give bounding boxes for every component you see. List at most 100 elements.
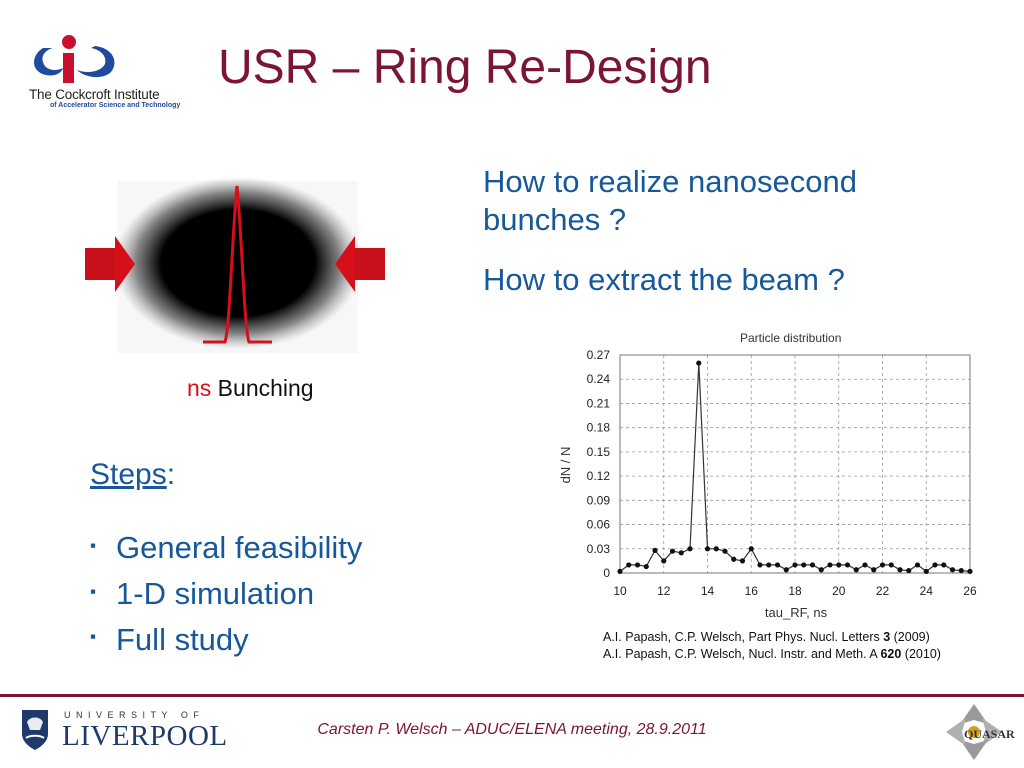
data-point bbox=[967, 568, 973, 574]
data-point bbox=[748, 546, 754, 552]
data-point bbox=[818, 567, 824, 573]
bunching-illustration bbox=[85, 177, 385, 353]
data-point bbox=[801, 562, 807, 568]
reference-1-text: A.I. Papash, C.P. Welsch, Part Phys. Nuc… bbox=[603, 630, 884, 644]
data-point bbox=[634, 562, 641, 568]
right-arrow-icon bbox=[335, 236, 385, 292]
data-point bbox=[774, 562, 781, 568]
x-tick-label: 16 bbox=[745, 584, 759, 598]
liverpool-university-label: UNIVERSITY OF bbox=[64, 710, 205, 720]
data-point bbox=[783, 567, 789, 573]
data-point bbox=[617, 568, 623, 574]
x-tick-label: 14 bbox=[701, 584, 715, 598]
data-point bbox=[643, 563, 649, 570]
data-point bbox=[669, 548, 676, 554]
data-point bbox=[836, 562, 842, 568]
bullet-icon: ▪ bbox=[90, 535, 97, 555]
cockcroft-subtitle: of Accelerator Science and Technology bbox=[50, 102, 181, 109]
cockcroft-name: The Cockcroft Institute bbox=[29, 87, 160, 102]
step-item: ▪ Full study bbox=[90, 618, 362, 664]
data-point bbox=[766, 562, 772, 568]
quasar-logo-icon bbox=[946, 704, 1002, 760]
data-point bbox=[678, 550, 684, 556]
ns-pulse-shape bbox=[203, 185, 272, 344]
data-point bbox=[879, 562, 886, 568]
slide-title: USR – Ring Re-Design bbox=[218, 41, 712, 94]
data-point bbox=[739, 558, 746, 564]
bullet-icon: ▪ bbox=[90, 627, 97, 647]
x-axis-label: tau_RF, ns bbox=[765, 605, 828, 620]
quasar-name: QUASAR bbox=[964, 727, 1015, 741]
data-point bbox=[827, 562, 833, 568]
y-tick-label: 0.21 bbox=[587, 396, 611, 410]
reference-2-volume: 620 bbox=[880, 647, 902, 661]
data-point bbox=[704, 546, 711, 552]
cockcroft-emblem-icon bbox=[34, 35, 115, 83]
reference-2-text: A.I. Papash, C.P. Welsch, Nucl. Instr. a… bbox=[603, 647, 881, 661]
data-point bbox=[906, 567, 912, 574]
data-point bbox=[853, 567, 859, 573]
data-point bbox=[844, 562, 851, 568]
y-tick-label: 0.24 bbox=[587, 372, 611, 386]
steps-heading-link[interactable]: Steps bbox=[90, 458, 167, 491]
data-point bbox=[757, 562, 763, 568]
reference-1: A.I. Papash, C.P. Welsch, Part Phys. Nuc… bbox=[603, 630, 930, 644]
y-tick-label: 0 bbox=[603, 566, 610, 580]
reference-1-volume: 3 bbox=[883, 630, 891, 644]
x-tick-label: 20 bbox=[832, 584, 846, 598]
step-item: ▪ 1-D simulation bbox=[90, 572, 362, 618]
step-label: 1-D simulation bbox=[116, 575, 315, 611]
data-point bbox=[932, 562, 938, 568]
data-point bbox=[731, 556, 737, 562]
data-point bbox=[696, 360, 702, 366]
left-arrow-icon bbox=[85, 236, 135, 292]
data-point bbox=[871, 567, 877, 573]
liverpool-name: LIVERPOOL bbox=[62, 720, 228, 752]
y-tick-label: 0.12 bbox=[587, 469, 611, 483]
data-point bbox=[652, 547, 658, 553]
x-tick-label: 24 bbox=[920, 584, 934, 598]
y-tick-label: 0.06 bbox=[587, 518, 611, 532]
cockcroft-logo bbox=[25, 26, 185, 116]
step-label: General feasibility bbox=[116, 530, 363, 565]
footer-text: Carsten P. Welsch – ADUC/ELENA meeting, … bbox=[0, 721, 1024, 739]
y-axis-label: dN / N bbox=[558, 447, 573, 484]
reference-2: A.I. Papash, C.P. Welsch, Nucl. Instr. a… bbox=[603, 647, 941, 661]
data-point bbox=[949, 567, 956, 573]
data-point bbox=[941, 562, 947, 568]
data-point bbox=[713, 546, 719, 552]
data-point bbox=[626, 562, 632, 568]
y-tick-label: 0.15 bbox=[587, 445, 611, 459]
reference-2-year: (2010) bbox=[901, 647, 941, 661]
series-line bbox=[619, 363, 971, 573]
question-nanosecond-bunches: How to realize nanosecond bunches ? bbox=[483, 164, 857, 237]
data-point bbox=[809, 562, 816, 568]
data-point bbox=[888, 562, 894, 568]
liverpool-crest-icon bbox=[22, 710, 48, 750]
data-point bbox=[958, 567, 964, 574]
y-tick-label: 0.09 bbox=[587, 493, 611, 507]
bullet-icon: ▪ bbox=[90, 581, 97, 601]
step-label: Full study bbox=[116, 621, 249, 657]
x-tick-label: 10 bbox=[613, 584, 627, 598]
caption-ns: ns bbox=[187, 375, 212, 401]
x-tick-label: 18 bbox=[788, 584, 802, 598]
x-tick-label: 22 bbox=[876, 584, 890, 598]
data-point bbox=[792, 562, 798, 568]
data-point bbox=[914, 562, 921, 568]
question-extract-beam: How to extract the beam ? bbox=[483, 262, 845, 297]
footer-label: Carsten P. Welsch – ADUC/ELENA meeting, … bbox=[317, 721, 707, 738]
data-point bbox=[923, 568, 929, 574]
caption-bunching: Bunching bbox=[211, 375, 314, 401]
data-point bbox=[687, 546, 693, 552]
plot-frame bbox=[619, 354, 971, 574]
steps-heading: Steps: bbox=[90, 458, 175, 492]
bunching-caption: ns Bunching bbox=[187, 375, 314, 402]
x-tick-label: 26 bbox=[963, 584, 977, 598]
reference-1-year: (2009) bbox=[890, 630, 930, 644]
data-point bbox=[897, 567, 903, 573]
step-item: ▪ General feasibility bbox=[90, 526, 362, 572]
y-tick-label: 0.03 bbox=[587, 542, 611, 556]
steps-colon: : bbox=[166, 458, 176, 491]
y-tick-label: 0.27 bbox=[587, 348, 611, 362]
